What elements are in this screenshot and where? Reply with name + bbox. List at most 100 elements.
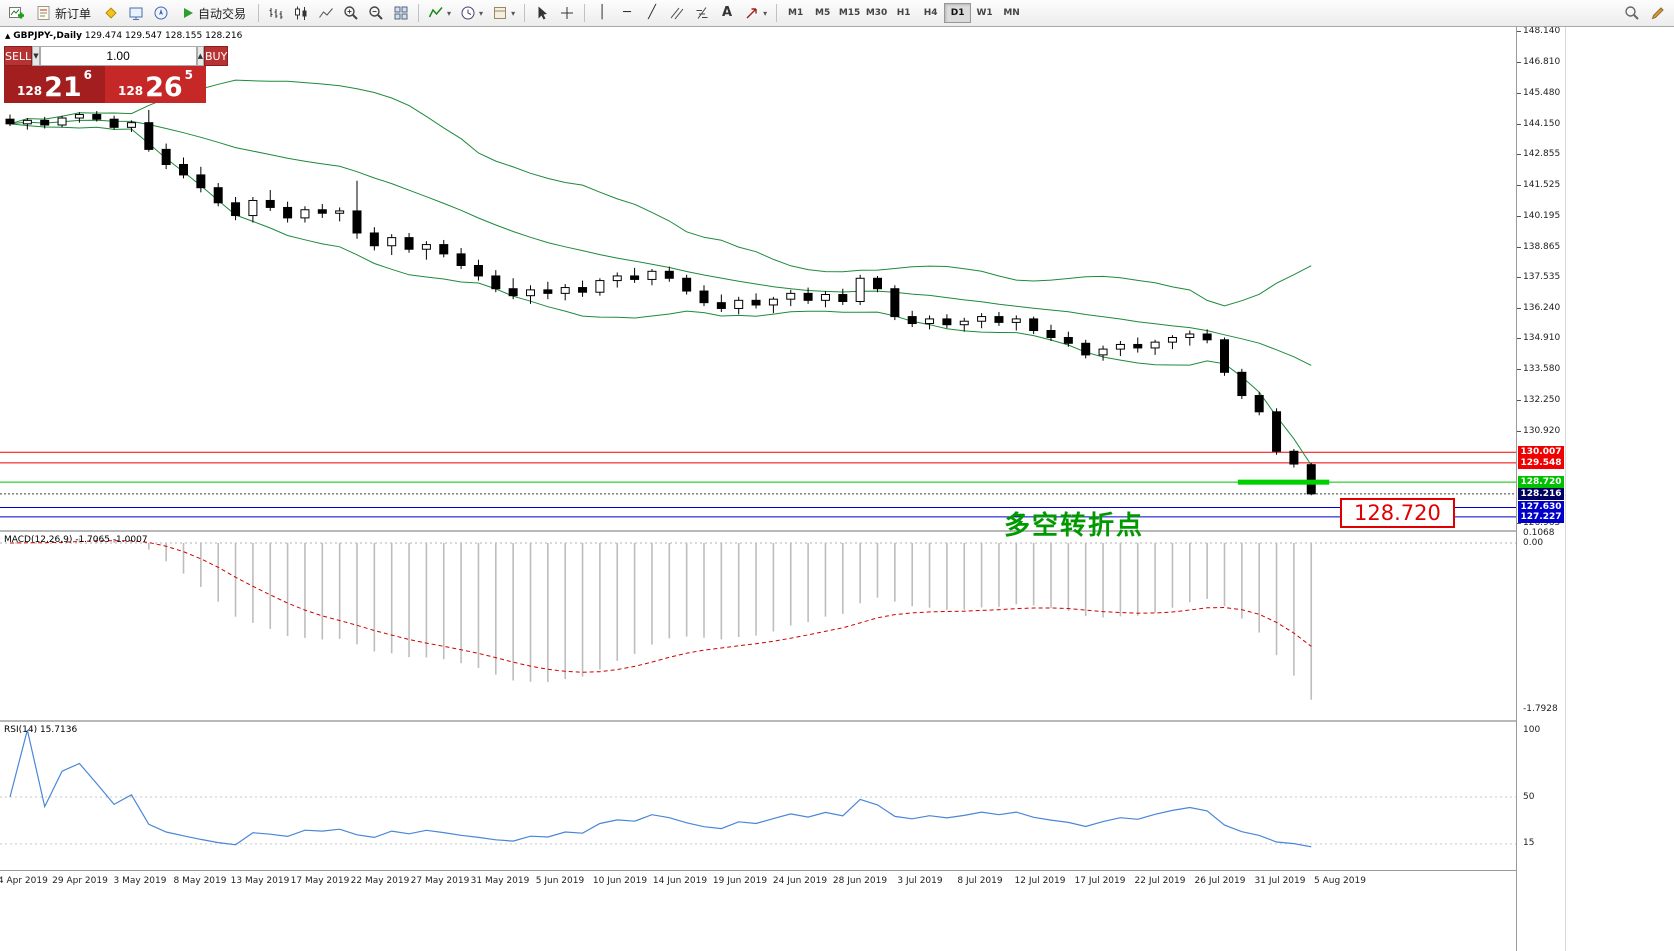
edit-icon[interactable] — [1646, 2, 1670, 24]
rsi-tick-label: 100 — [1523, 724, 1541, 735]
price-tick-mark — [1517, 369, 1521, 371]
market-watch-icon[interactable] — [124, 2, 148, 24]
tile-windows-icon[interactable] — [389, 2, 413, 24]
candlestick-chart-icon[interactable] — [289, 2, 313, 24]
candle-down — [439, 244, 449, 255]
candle-down — [5, 118, 15, 125]
candle-down — [907, 316, 917, 325]
rsi-line — [9, 729, 1312, 848]
timeframe-m30[interactable]: M30 — [865, 8, 888, 18]
timeframe-d1[interactable]: D1 — [944, 3, 972, 23]
candle-up — [1115, 343, 1125, 350]
candle-down — [404, 237, 414, 250]
price-scale[interactable]: 148.140 146.810 145.480 144.150 142.855 141.5… — [1516, 26, 1564, 951]
price-level-box: 127.630 — [1518, 501, 1564, 514]
candle-down — [1202, 333, 1212, 341]
autotrading-label: 自动交易 — [198, 6, 247, 21]
candle-up — [421, 244, 431, 250]
timeframe-m15[interactable]: M15 — [838, 8, 861, 18]
time-axis[interactable]: 24 Apr 2019 29 Apr 2019 3 May 2019 8 May 20… — [0, 870, 1516, 891]
sell-price-big: 21 — [44, 72, 82, 103]
price-tick-mark — [1517, 153, 1521, 155]
zoom-out-icon[interactable] — [364, 2, 388, 24]
candle-down — [456, 253, 466, 266]
buy-button[interactable]: BUY — [203, 46, 229, 66]
candle-down — [352, 210, 362, 234]
cursor-icon[interactable] — [530, 2, 554, 24]
candle-down — [1046, 330, 1056, 338]
rsi-panel[interactable] — [0, 722, 1516, 870]
timeframe-m1[interactable]: M1 — [787, 8, 804, 18]
price-level-box: 127.227 — [1518, 510, 1564, 523]
price-tick-mark — [1517, 215, 1521, 217]
turning-point-highlight[interactable] — [1237, 479, 1330, 485]
candle-up — [595, 280, 605, 293]
candle-down — [1254, 395, 1264, 413]
macd-tick-label: 0.1068 — [1523, 527, 1555, 538]
indicators-icon[interactable]: ▾ — [424, 2, 455, 24]
crosshair-icon[interactable] — [555, 2, 579, 24]
sell-price-button[interactable]: 128 21 6 — [4, 66, 105, 103]
date-label: 24 Apr 2019 — [0, 876, 48, 886]
turning-point-annotation[interactable]: 多空转折点 — [1004, 511, 1145, 541]
price-tick-label: 144.150 — [1523, 118, 1561, 129]
bar-chart-icon[interactable] — [264, 2, 288, 24]
line-chart-icon[interactable] — [314, 2, 338, 24]
toolbar-separator — [584, 4, 586, 22]
price-tick-mark — [1517, 338, 1521, 340]
volume-up-button[interactable]: ▲ — [196, 46, 204, 66]
horizontal-line-icon[interactable]: ─ — [623, 5, 631, 20]
templates-icon[interactable]: ▾ — [488, 2, 519, 24]
profiles-icon[interactable] — [99, 2, 123, 24]
candle-down — [109, 118, 119, 128]
sell-price-sup: 6 — [83, 68, 92, 82]
fibonacci-icon[interactable] — [690, 2, 714, 24]
candle-up — [126, 122, 136, 128]
new-order-label: 新订单 — [55, 6, 92, 21]
one-click-trading-panel: SELL ▼ ▲ BUY 128 21 6 128 26 5 — [4, 46, 229, 103]
price-level-box: 128.216 — [1518, 487, 1564, 500]
timeframe-m5[interactable]: M5 — [814, 8, 831, 18]
periods-icon[interactable]: ▾ — [456, 2, 487, 24]
candle-up — [74, 114, 84, 119]
timeframe-w1[interactable]: W1 — [976, 8, 993, 18]
zoom-in-icon[interactable] — [339, 2, 363, 24]
candle-down — [543, 289, 553, 294]
search-icon[interactable] — [1620, 2, 1644, 24]
timeframe-h1[interactable]: H1 — [896, 8, 911, 18]
candle-down — [508, 288, 518, 297]
buy-price-button[interactable]: 128 26 5 — [105, 66, 206, 103]
candle-down — [630, 275, 640, 280]
panel-separator[interactable] — [0, 720, 1516, 722]
price-tick-mark — [1517, 431, 1521, 433]
price-tick-mark — [1517, 246, 1521, 248]
autotrading-button[interactable]: 自动交易 — [174, 2, 253, 24]
candle-down — [1063, 336, 1073, 344]
toolbar-separator — [776, 4, 778, 22]
price-callout-label[interactable]: 128.720 — [1340, 498, 1455, 528]
timeframe-mn[interactable]: MN — [1003, 8, 1020, 18]
arrow-tool-icon[interactable]: ▾ — [740, 2, 771, 24]
macd-panel[interactable] — [0, 532, 1516, 720]
volume-input[interactable] — [39, 46, 197, 66]
candle-down — [473, 264, 483, 277]
symbol-ohlc-info: ▲ GBPJPY-,Daily 129.474 129.547 128.155 … — [5, 31, 242, 41]
candle-up — [300, 209, 310, 219]
price-tick-label: 142.855 — [1523, 148, 1561, 159]
volume-down-button[interactable]: ▼ — [32, 46, 40, 66]
candle-down — [265, 199, 275, 208]
equidistant-channel-icon[interactable] — [665, 2, 689, 24]
candle-down — [1133, 343, 1143, 349]
timeframe-h4[interactable]: H4 — [923, 8, 938, 18]
navigator-icon[interactable] — [149, 2, 173, 24]
sell-button[interactable]: SELL — [4, 46, 33, 66]
vertical-line-icon[interactable]: │ — [598, 5, 606, 20]
price-chart[interactable] — [0, 27, 1516, 530]
panel-separator[interactable] — [0, 530, 1516, 532]
candle-down — [317, 209, 327, 214]
trendline-icon[interactable]: ╱ — [648, 5, 656, 20]
text-label-icon[interactable]: A — [722, 5, 733, 20]
buy-price-sup: 5 — [184, 68, 193, 82]
new-chart-icon[interactable] — [4, 2, 28, 24]
new-order-button[interactable]: 新订单 — [29, 2, 98, 24]
